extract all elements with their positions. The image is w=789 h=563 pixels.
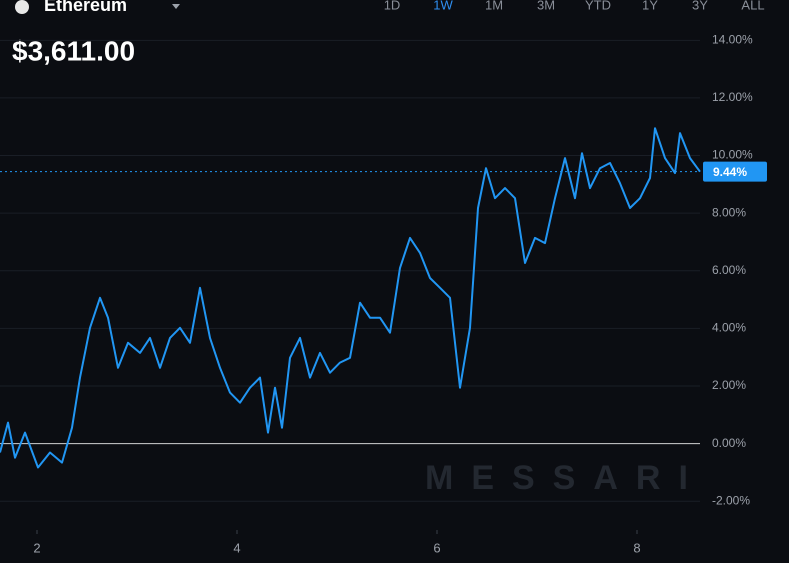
y-tick-label: 12.00% <box>712 90 753 104</box>
y-tick-label: 0.00% <box>712 436 746 450</box>
y-tick-label: 6.00% <box>712 263 746 277</box>
x-tick-label: 4 <box>233 540 240 555</box>
range-button[interactable]: 3Y <box>692 0 708 12</box>
asset-icon <box>15 0 29 14</box>
dropdown-caret[interactable] <box>172 4 180 9</box>
y-tick-label: 10.00% <box>712 148 753 162</box>
y-tick-label: 8.00% <box>712 205 746 219</box>
x-tick-label: 2 <box>33 540 40 555</box>
range-button[interactable]: 1Y <box>642 0 658 12</box>
last-value-label: 9.44% <box>713 165 747 179</box>
y-tick-label: -2.00% <box>712 493 750 507</box>
last-value-badge <box>703 161 767 182</box>
y-tick-label: 14.00% <box>712 32 753 46</box>
y-tick-label: 2.00% <box>712 378 746 392</box>
watermark: MESSARI <box>425 459 706 497</box>
range-button[interactable]: 1W <box>433 0 453 12</box>
x-tick-label: 6 <box>433 540 440 555</box>
range-button[interactable]: YTD <box>585 0 611 12</box>
range-button[interactable]: 1M <box>485 0 503 12</box>
range-button[interactable]: 3M <box>537 0 555 12</box>
range-button[interactable]: 1D <box>384 0 401 12</box>
asset-name[interactable]: Ethereum <box>44 0 127 15</box>
price-line <box>0 127 701 469</box>
range-button[interactable]: ALL <box>741 0 764 12</box>
x-tick-label: 8 <box>633 540 640 555</box>
y-tick-label: 4.00% <box>712 321 746 335</box>
